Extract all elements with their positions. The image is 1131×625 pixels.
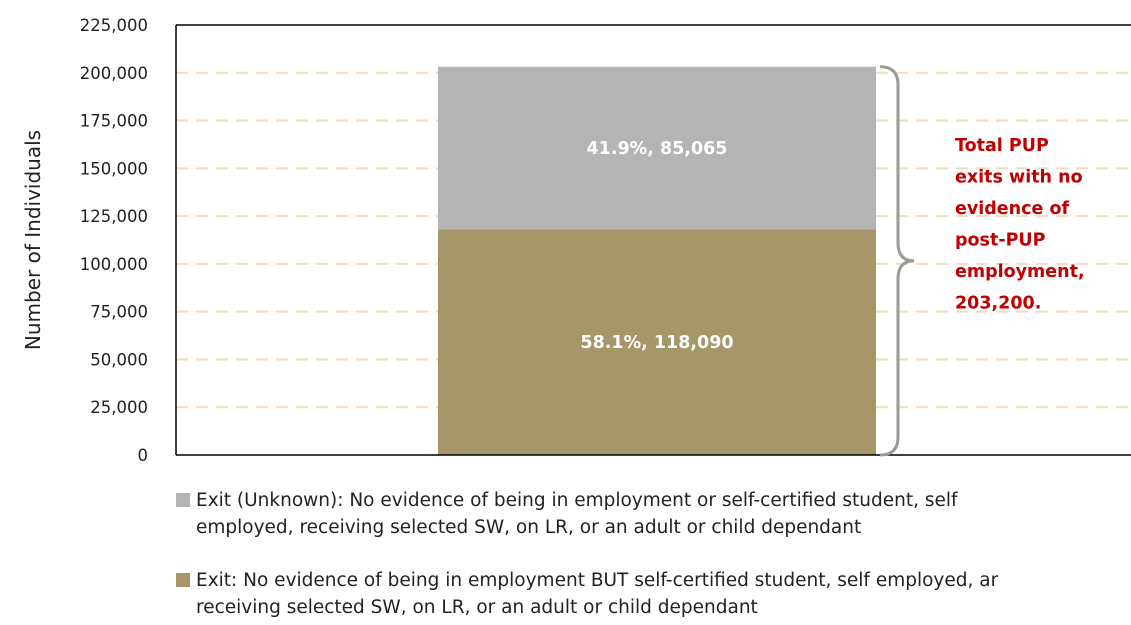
legend-label-unknown-line1: Exit (Unknown): No evidence of being in …	[196, 490, 958, 511]
y-tick-label: 100,000	[80, 255, 148, 274]
annotation-line: evidence of	[955, 199, 1069, 219]
curly-brace	[880, 67, 914, 455]
legend-item-unknown: Exit (Unknown): No evidence of being in …	[176, 487, 1131, 541]
y-tick-label: 75,000	[90, 303, 148, 322]
annotation-line: exits with no	[955, 168, 1083, 188]
legend-swatch-known	[176, 573, 190, 587]
y-tick-labels: 0 25,000 50,000 75,000 100,000 125,000 150,000…	[80, 16, 148, 465]
stacked-bar-chart: 58.1%, 118,090 41.9%, 85,065 0 25,000 50,00…	[0, 0, 1131, 480]
y-tick-label: 0	[138, 446, 149, 465]
y-tick-label: 25,000	[90, 398, 148, 417]
annotation-line: 203,200.	[955, 294, 1041, 314]
annotation-line: post-PUP	[955, 231, 1046, 251]
legend-item-known: Exit: No evidence of being in employment…	[176, 567, 1131, 621]
legend-label-known-line2: receiving selected SW, on LR, or an adul…	[176, 597, 758, 618]
y-tick-label: 50,000	[90, 350, 148, 369]
y-tick-label: 125,000	[80, 207, 148, 226]
bar-label-known: 58.1%, 118,090	[580, 333, 733, 353]
legend-label-known-line1: Exit: No evidence of being in employment…	[196, 570, 998, 591]
y-tick-label: 150,000	[80, 159, 148, 178]
bars: 58.1%, 118,090 41.9%, 85,065	[438, 67, 876, 455]
legend-swatch-unknown	[176, 493, 190, 507]
y-axis-label: Number of Individuals	[21, 130, 45, 350]
legend-label-unknown-line2: employed, receiving selected SW, on LR, …	[176, 517, 861, 538]
annotation-line: Total PUP	[955, 136, 1049, 156]
bar-label-unknown: 41.9%, 85,065	[587, 139, 728, 159]
total-bracket	[880, 67, 914, 455]
y-tick-label: 175,000	[80, 112, 148, 131]
y-tick-label: 200,000	[80, 64, 148, 83]
total-annotation: Total PUP exits with no evidence of post-PU…	[955, 136, 1085, 314]
y-tick-label: 225,000	[80, 16, 148, 35]
annotation-line: employment,	[955, 262, 1085, 282]
